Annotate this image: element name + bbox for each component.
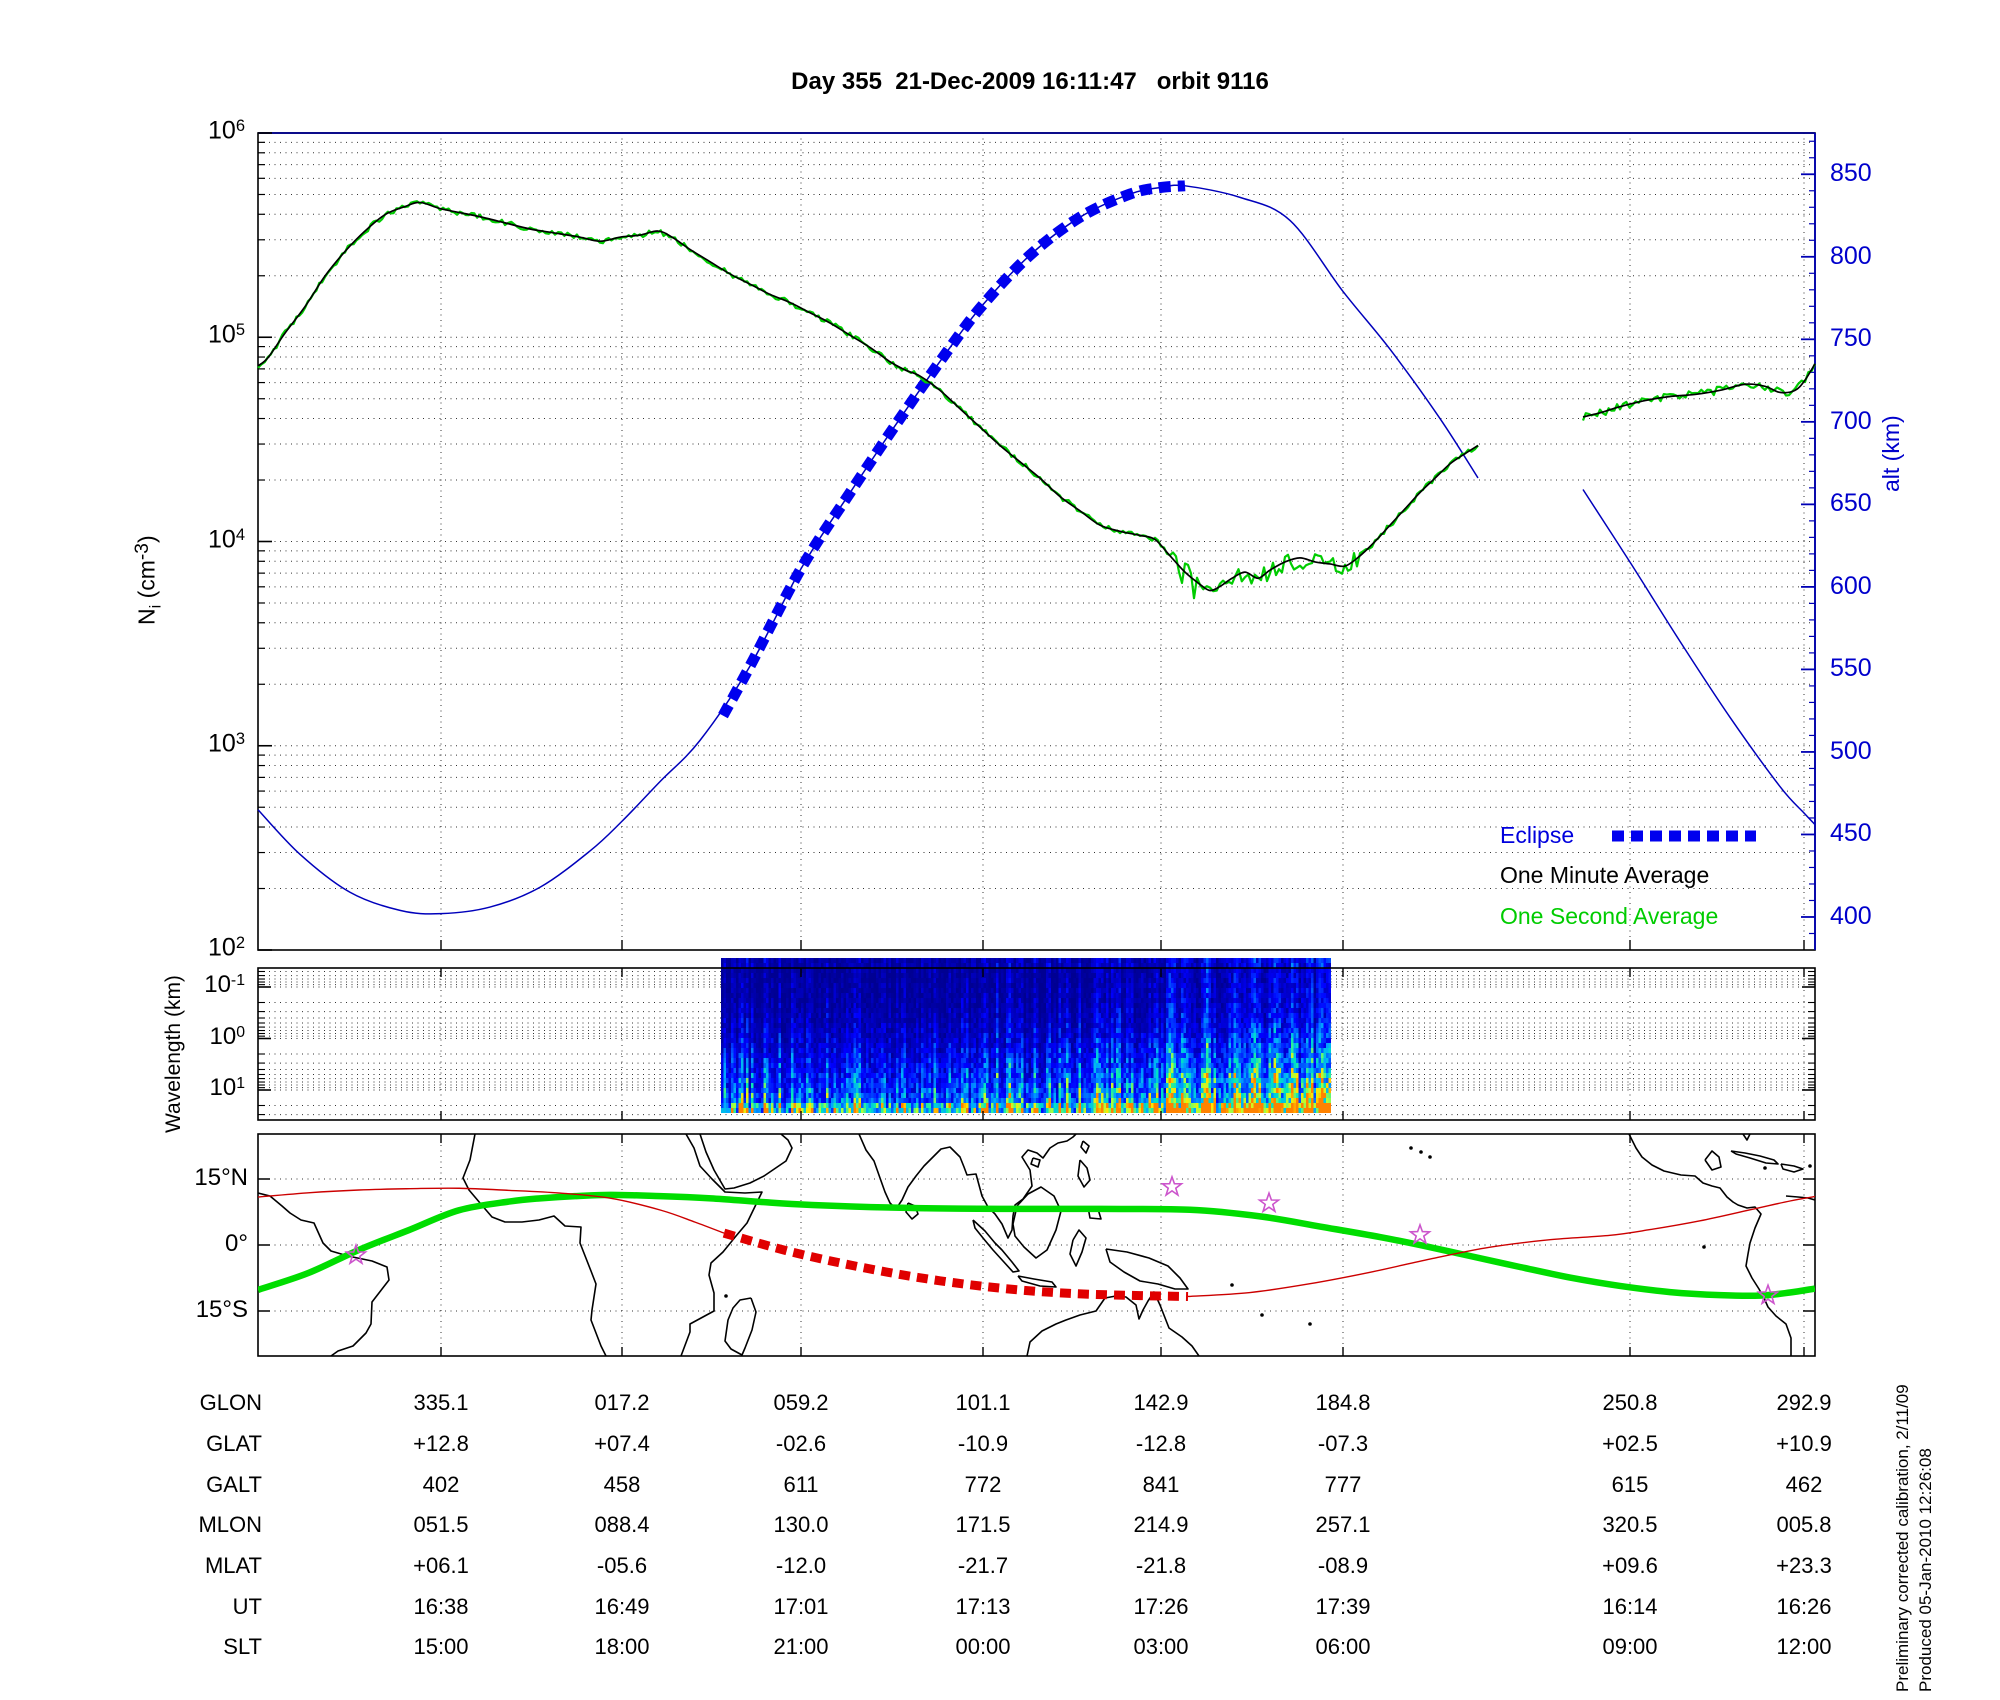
table-cell: 130.0: [773, 1512, 829, 1537]
table-cell: 18:00: [594, 1634, 650, 1659]
table-cell: 017.2: [594, 1390, 650, 1415]
table-cell: 184.8: [1315, 1390, 1371, 1415]
table-cell: 00:00: [955, 1634, 1011, 1659]
table-cell: -12.8: [1135, 1431, 1187, 1456]
table-cell: 17:13: [955, 1594, 1011, 1619]
table-cell: 21:00: [773, 1634, 829, 1659]
table-cell: +06.1: [413, 1553, 469, 1578]
table-cell: 09:00: [1602, 1634, 1658, 1659]
side-note-produced: Produced 05-Jan-2010 12:26:08: [1916, 1448, 1935, 1692]
table-cell: +23.3: [1776, 1553, 1832, 1578]
table-cell: -12.0: [775, 1553, 827, 1578]
table-cell: -02.6: [775, 1431, 827, 1456]
table-cell: 16:38: [413, 1594, 469, 1619]
table-cell: -07.3: [1317, 1431, 1369, 1456]
table-cell: 615: [1611, 1472, 1649, 1497]
table-cell: 142.9: [1133, 1390, 1189, 1415]
table-row-label: UT: [232, 1594, 262, 1619]
altitude-axis-label: alt (km): [1878, 415, 1904, 492]
legend-one-second-label: One Second Average: [1500, 903, 1719, 929]
table-cell: 005.8: [1776, 1512, 1832, 1537]
density-tick-label: 103: [208, 729, 245, 758]
density-tick-label: 104: [208, 524, 245, 553]
table-cell: 772: [964, 1472, 1002, 1497]
altitude-tick-label: 400: [1830, 901, 1872, 930]
table-cell: +09.6: [1602, 1553, 1658, 1578]
table-cell: +07.4: [594, 1431, 650, 1456]
table-cell: 292.9: [1776, 1390, 1832, 1415]
density-tick-label: 105: [208, 320, 245, 349]
table-cell: 214.9: [1133, 1512, 1189, 1537]
table-cell: -08.9: [1317, 1553, 1369, 1578]
table-cell: 777: [1324, 1472, 1362, 1497]
wavelength-tick-label: 100: [209, 1022, 245, 1050]
table-cell: -10.9: [957, 1431, 1009, 1456]
density-tick-label: 106: [208, 116, 245, 145]
map-lat-label: 15°N: [194, 1164, 248, 1191]
altitude-tick-label: 600: [1830, 571, 1872, 600]
table-cell: 12:00: [1776, 1634, 1832, 1659]
table-cell: 250.8: [1602, 1390, 1658, 1415]
table-cell: +12.8: [413, 1431, 469, 1456]
table-cell: 088.4: [594, 1512, 650, 1537]
table-cell: +10.9: [1776, 1431, 1832, 1456]
altitude-tick-label: 800: [1830, 241, 1872, 270]
table-row-label: GLON: [199, 1390, 262, 1415]
table-cell: 611: [783, 1472, 819, 1497]
altitude-tick-label: 500: [1830, 736, 1872, 765]
density-tick-label: 102: [208, 933, 245, 962]
table-row-label: GALT: [206, 1472, 262, 1497]
table-cell: 841: [1142, 1472, 1180, 1497]
side-note-calibration: Preliminary corrected calibration, 2/11/…: [1893, 1384, 1912, 1692]
map-lat-label: 15°S: [195, 1296, 248, 1323]
table-cell: 16:14: [1602, 1594, 1658, 1619]
table-cell: 17:26: [1133, 1594, 1189, 1619]
table-cell: 16:26: [1776, 1594, 1832, 1619]
table-cell: 402: [422, 1472, 460, 1497]
table-row-label: MLON: [198, 1512, 262, 1537]
altitude-tick-label: 850: [1830, 159, 1872, 188]
table-cell: 320.5: [1602, 1512, 1658, 1537]
table-cell: 16:49: [594, 1594, 650, 1619]
table-cell: 257.1: [1315, 1512, 1371, 1537]
table-cell: 17:39: [1315, 1594, 1371, 1619]
table-cell: 458: [603, 1472, 641, 1497]
table-cell: 17:01: [773, 1594, 829, 1619]
wavelength-tick-label: 10-1: [204, 971, 245, 998]
table-cell: 171.5: [955, 1512, 1011, 1537]
legend-one-minute-label: One Minute Average: [1500, 862, 1710, 888]
altitude-tick-label: 650: [1830, 489, 1872, 518]
wavelength-tick-label: 101: [209, 1074, 245, 1101]
legend-eclipse-label: Eclipse: [1500, 822, 1575, 848]
altitude-tick-label: 750: [1830, 324, 1872, 353]
page-title: Day 355 21-Dec-2009 16:11:47 orbit 9116: [791, 68, 1269, 95]
table-cell: 462: [1785, 1472, 1823, 1497]
table-cell: 051.5: [413, 1512, 469, 1537]
table-cell: 15:00: [413, 1634, 469, 1659]
altitude-tick-label: 550: [1830, 654, 1872, 683]
table-cell: 335.1: [413, 1390, 469, 1415]
map-lat-label: 0°: [225, 1230, 248, 1257]
table-row-label: GLAT: [206, 1431, 262, 1456]
table-cell: -21.8: [1135, 1553, 1187, 1578]
table-cell: 059.2: [773, 1390, 829, 1415]
table-row-label: MLAT: [204, 1553, 262, 1578]
table-cell: -05.6: [596, 1553, 648, 1578]
altitude-tick-label: 450: [1830, 819, 1872, 848]
table-cell: +02.5: [1602, 1431, 1658, 1456]
table-cell: 06:00: [1315, 1634, 1371, 1659]
table-row-label: SLT: [223, 1634, 262, 1659]
table-cell: 03:00: [1133, 1634, 1189, 1659]
table-cell: -21.7: [957, 1553, 1009, 1578]
table-cell: 101.1: [955, 1390, 1011, 1415]
altitude-tick-label: 700: [1830, 406, 1872, 435]
